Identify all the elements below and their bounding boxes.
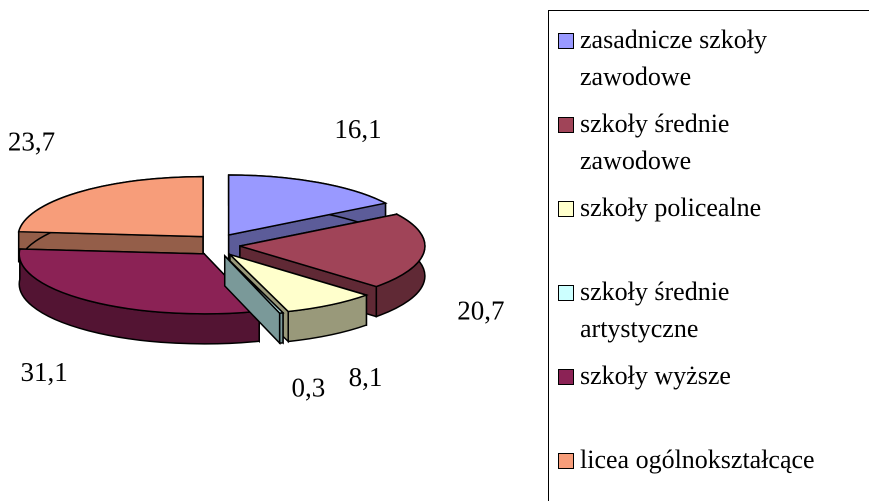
- legend-item: szkoły wyższe: [558, 357, 826, 441]
- slice: [239, 213, 426, 288]
- slice-wall: [278, 311, 284, 344]
- slice: [17, 175, 204, 238]
- chart: 16,1 20,7 8,1 0,3 31,1 23,7: [8, 114, 505, 402]
- legend-swatch: [558, 117, 574, 133]
- slice: [18, 248, 261, 315]
- slice: [229, 253, 369, 313]
- legend-item: szkoły średnie artystyczne: [558, 273, 826, 357]
- legend-label: szkoły wyższe: [580, 361, 731, 390]
- data-label: 16,1: [334, 114, 381, 144]
- legend: zasadnicze szkoły zawodowe szkoły średnie…: [548, 10, 869, 501]
- legend-item: licea ogólnokształcące: [558, 441, 826, 501]
- legend-item: szkoły średnie zawodowe: [558, 105, 826, 189]
- legend-label: szkoły policealne: [580, 193, 762, 222]
- data-label: 20,7: [457, 295, 504, 325]
- data-label: 23,7: [8, 126, 55, 156]
- legend-label: szkoły średnie zawodowe: [580, 109, 730, 175]
- legend-label: zasadnicze szkoły zawodowe: [580, 25, 767, 91]
- legend-swatch: [558, 453, 574, 469]
- legend-swatch: [558, 33, 574, 49]
- slice: [224, 255, 285, 314]
- data-label: 8,1: [349, 362, 383, 392]
- legend-swatch: [558, 285, 574, 301]
- legend-swatch: [558, 369, 574, 385]
- legend-item: szkoły policealne: [558, 189, 826, 273]
- data-label: 0,3: [292, 372, 326, 402]
- data-label: 31,1: [21, 357, 68, 387]
- legend-item: zasadnicze szkoły zawodowe: [558, 21, 826, 105]
- legend-label: szkoły średnie artystyczne: [580, 277, 730, 343]
- legend-label: licea ogólnokształcące: [580, 445, 815, 474]
- legend-swatch: [558, 201, 574, 217]
- slice: [227, 174, 388, 236]
